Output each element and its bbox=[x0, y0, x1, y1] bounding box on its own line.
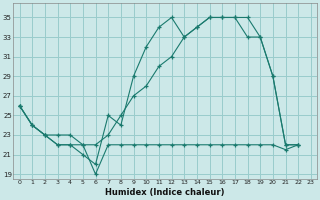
X-axis label: Humidex (Indice chaleur): Humidex (Indice chaleur) bbox=[106, 188, 225, 197]
